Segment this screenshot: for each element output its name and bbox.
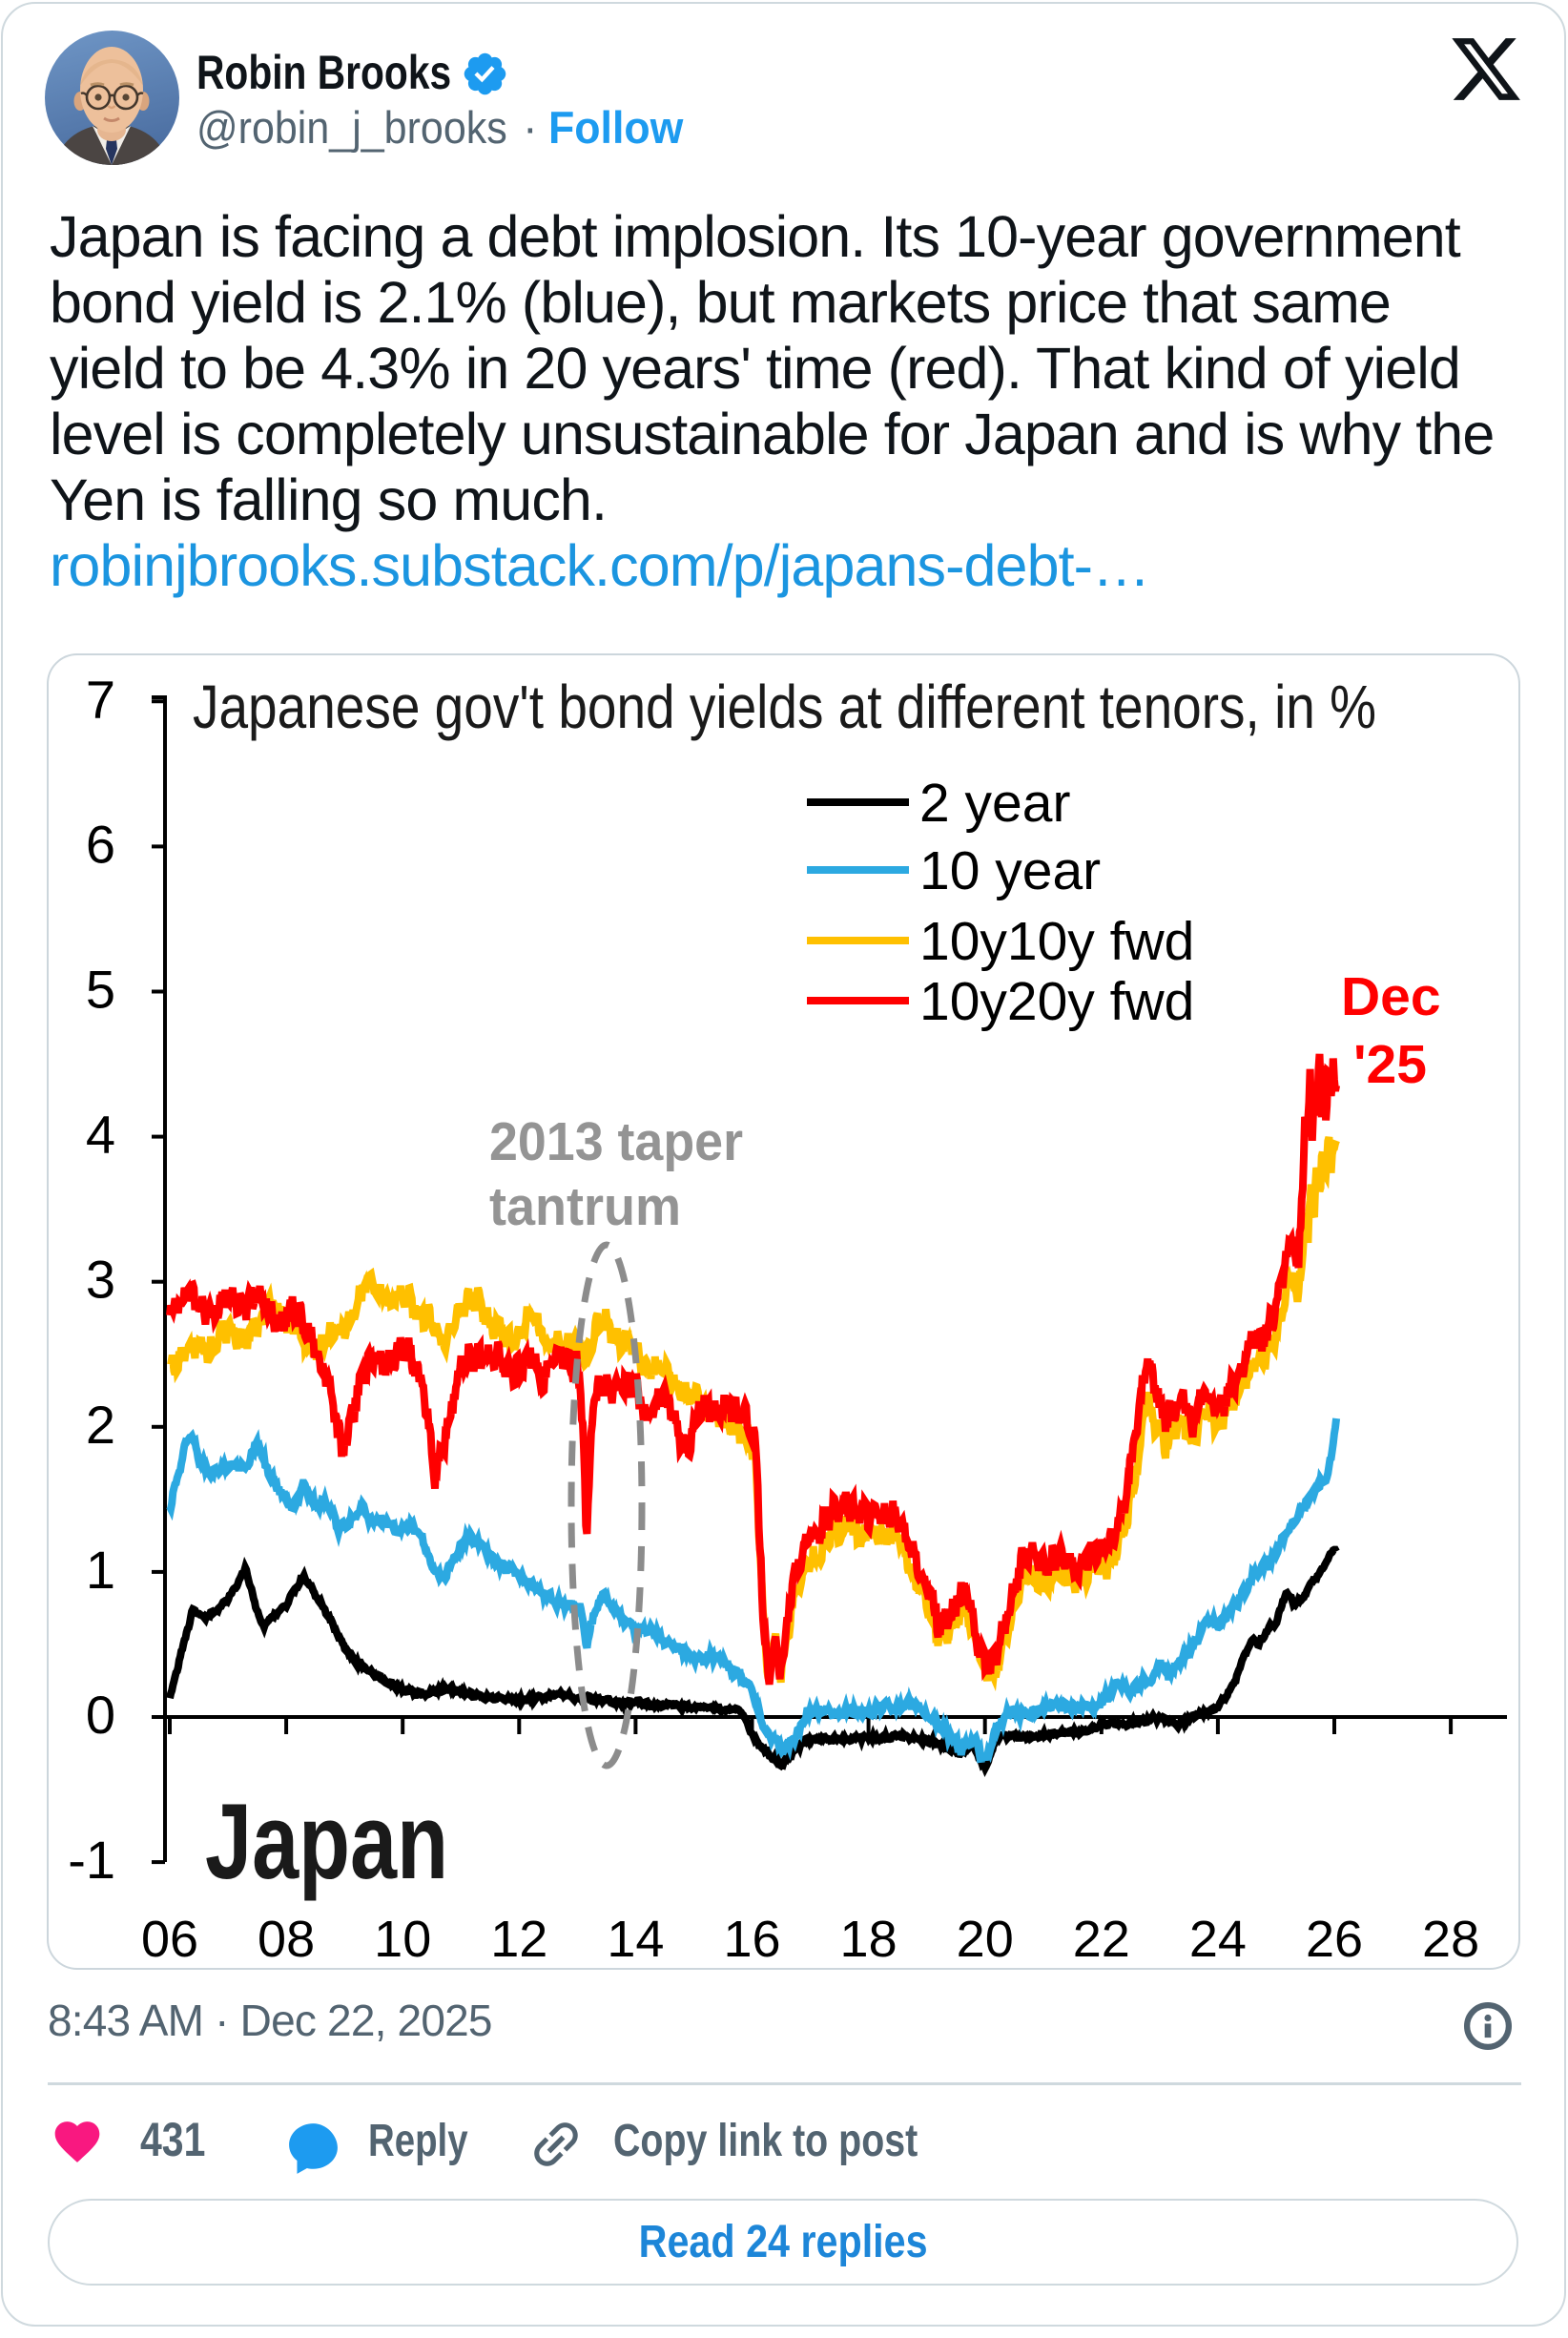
svg-text:14: 14 <box>607 1911 664 1968</box>
svg-text:2013 taper: 2013 taper <box>489 1111 743 1172</box>
svg-text:2: 2 <box>86 1395 115 1455</box>
svg-text:10 year: 10 year <box>919 840 1101 901</box>
svg-text:22: 22 <box>1073 1911 1130 1968</box>
svg-text:5: 5 <box>86 960 115 1020</box>
svg-text:18: 18 <box>840 1911 897 1968</box>
svg-text:16: 16 <box>723 1911 780 1968</box>
svg-text:10y10y fwd: 10y10y fwd <box>919 911 1194 972</box>
svg-text:1: 1 <box>86 1540 115 1600</box>
svg-text:Japanese gov't bond yields at: Japanese gov't bond yields at different … <box>193 672 1376 741</box>
svg-text:2 year: 2 year <box>919 773 1070 834</box>
svg-text:26: 26 <box>1306 1911 1363 1968</box>
svg-text:'25: '25 <box>1353 1034 1427 1095</box>
svg-text:28: 28 <box>1422 1911 1479 1968</box>
svg-text:Japan: Japan <box>205 1782 448 1901</box>
svg-text:08: 08 <box>258 1911 315 1968</box>
svg-text:3: 3 <box>86 1250 115 1310</box>
svg-text:20: 20 <box>957 1911 1014 1968</box>
svg-text:0: 0 <box>86 1685 115 1745</box>
svg-text:Dec: Dec <box>1341 966 1441 1027</box>
svg-text:06: 06 <box>141 1911 198 1968</box>
svg-text:10y20y fwd: 10y20y fwd <box>919 971 1194 1032</box>
svg-text:12: 12 <box>490 1911 547 1968</box>
svg-text:10: 10 <box>374 1911 431 1968</box>
svg-text:tantrum: tantrum <box>489 1176 681 1237</box>
svg-text:24: 24 <box>1189 1911 1247 1968</box>
svg-text:-1: -1 <box>68 1830 115 1890</box>
svg-text:4: 4 <box>86 1105 115 1165</box>
svg-text:7: 7 <box>86 669 115 729</box>
svg-text:6: 6 <box>86 814 115 874</box>
